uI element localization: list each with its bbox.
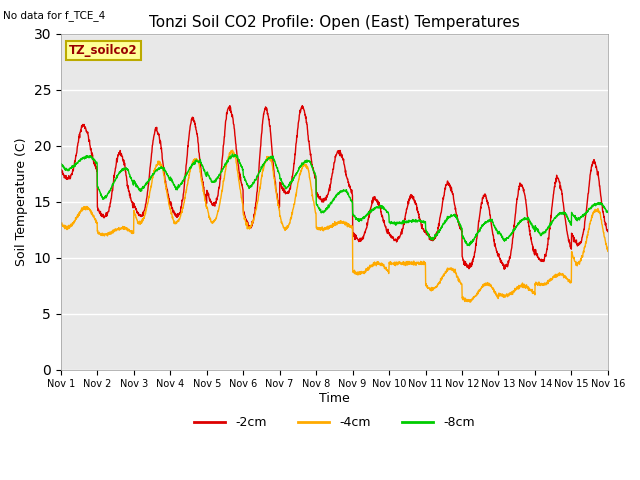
Line: -4cm: -4cm: [61, 150, 608, 302]
-8cm: [228, 151, 236, 157]
-4cm: [209, 218, 217, 224]
-4cm: [494, 293, 502, 299]
-8cm: [209, 179, 217, 185]
-2cm: [57, 167, 65, 173]
-4cm: [228, 147, 236, 153]
-2cm: [500, 266, 508, 272]
-4cm: [362, 266, 370, 272]
-4cm: [556, 272, 564, 278]
X-axis label: Time: Time: [319, 392, 349, 405]
Y-axis label: Soil Temperature (C): Soil Temperature (C): [15, 138, 28, 266]
-4cm: [351, 268, 358, 274]
-2cm: [556, 180, 564, 186]
-2cm: [362, 226, 370, 231]
-8cm: [572, 213, 579, 218]
-4cm: [572, 259, 579, 264]
-2cm: [493, 250, 501, 256]
-2cm: [572, 238, 579, 243]
Text: TZ_soilco2: TZ_soilco2: [69, 44, 138, 57]
Legend: -2cm, -4cm, -8cm: -2cm, -4cm, -8cm: [189, 411, 480, 434]
-2cm: [604, 228, 612, 234]
Line: -8cm: -8cm: [61, 154, 608, 246]
-8cm: [604, 209, 612, 215]
Line: -2cm: -2cm: [61, 106, 608, 269]
-4cm: [57, 221, 65, 227]
Text: No data for f_TCE_4: No data for f_TCE_4: [3, 11, 106, 22]
-4cm: [604, 249, 612, 254]
-4cm: [466, 299, 474, 305]
-8cm: [362, 213, 370, 219]
-8cm: [556, 211, 564, 216]
-8cm: [494, 230, 502, 236]
-8cm: [351, 214, 358, 219]
-8cm: [57, 161, 65, 167]
-8cm: [466, 243, 474, 249]
-2cm: [298, 103, 306, 108]
Title: Tonzi Soil CO2 Profile: Open (East) Temperatures: Tonzi Soil CO2 Profile: Open (East) Temp…: [149, 15, 520, 30]
-2cm: [209, 201, 217, 206]
-2cm: [351, 232, 358, 238]
